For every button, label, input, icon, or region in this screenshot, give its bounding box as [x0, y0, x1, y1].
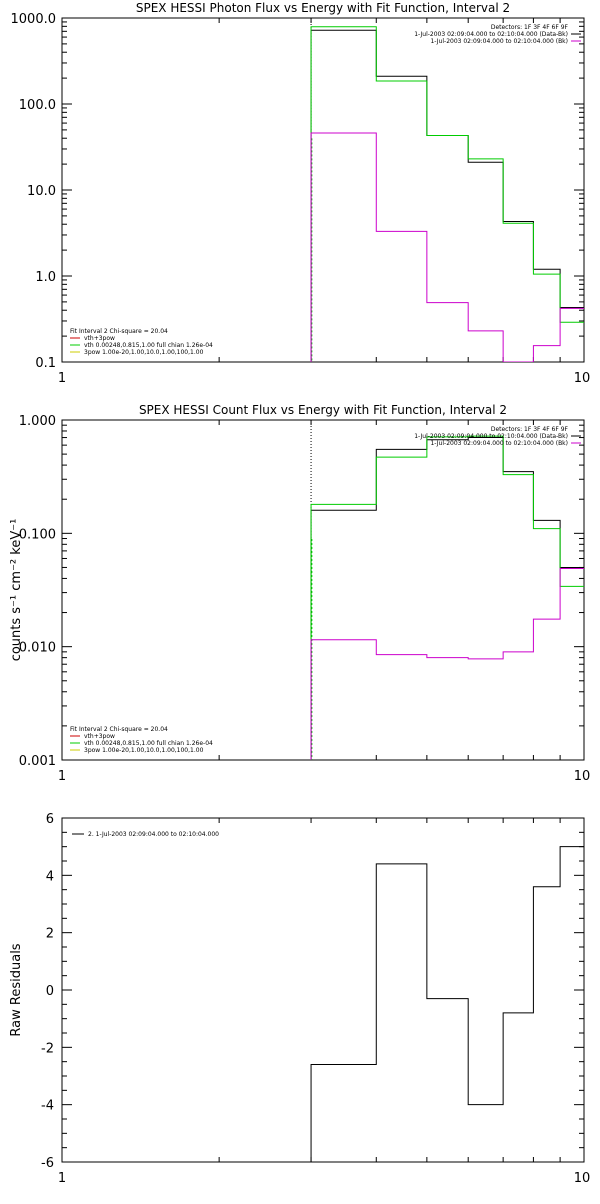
- y-tick-label: 1000.0: [11, 12, 57, 27]
- x-tick-label: 1: [58, 769, 66, 784]
- data-layer: [310, 846, 584, 1162]
- y-tick-label: 0.010: [19, 641, 56, 656]
- chart-panel-2: SPEX HESSI Count Flux vs Energy with Fit…: [9, 403, 590, 784]
- legend-entry: 1-Jul-2003 02:09:04.000 to 02:10:04.000 …: [414, 31, 568, 38]
- legend-entry: vth 0.00248,0.815,1.00 full chian 1.26e-…: [84, 342, 213, 349]
- y-tick-label: 1.000: [19, 414, 56, 429]
- legend-entry: 3pow 1.00e-20,1.00,10.0,1.00,100,1.00: [84, 747, 204, 754]
- y-tick-label: 0.100: [19, 527, 56, 542]
- y-tick-label: 4: [46, 869, 54, 884]
- y-tick-label: -4: [41, 1099, 54, 1114]
- data-layer: [310, 420, 584, 760]
- legend-entry: 1-Jul-2003 02:09:04.000 to 02:10:04.000 …: [414, 433, 568, 440]
- data-series-2: [310, 26, 584, 362]
- y-tick-label: 2: [46, 927, 54, 942]
- x-tick-label: 1: [58, 1171, 66, 1186]
- y-tick-label: 1.0: [35, 270, 56, 285]
- x-tick-label: 10: [574, 769, 591, 784]
- chart-panel-1: SPEX HESSI Photon Flux vs Energy with Fi…: [11, 1, 591, 386]
- fit-info: Fit Interval 2 Chi-square = 20.04: [70, 726, 168, 733]
- legend-entry: Detectors: 1F 3F 4F 6F 9F: [491, 426, 569, 433]
- y-tick-label: 100.0: [19, 98, 56, 113]
- chart-panel-3: 1 10 -6 -4 -2 0 2 4 6 Raw Residuals 2. 1-Jul-2003 …: [9, 812, 590, 1186]
- legend-entry: 2. 1-Jul-2003 02:09:04.000 to 02:10:04.0…: [88, 831, 219, 838]
- y-tick-label: 0.001: [19, 754, 56, 769]
- x-tick-label: 10: [574, 371, 591, 386]
- legend-entry: vth+3pow: [84, 733, 115, 740]
- data-series-1: [310, 29, 584, 362]
- data-series-1: [310, 846, 584, 1162]
- data-layer: [310, 18, 584, 362]
- chart-title: SPEX HESSI Count Flux vs Energy with Fit…: [139, 403, 507, 417]
- y-axis-label: counts s⁻¹ cm⁻² keV⁻¹: [9, 519, 24, 662]
- y-tick-label: 0: [46, 984, 54, 999]
- legend-entry: Detectors: 1F 3F 4F 6F 9F: [491, 24, 569, 31]
- fit-info: Fit Interval 2 Chi-square = 20.04: [70, 328, 168, 335]
- x-tick-label: 10: [574, 1171, 591, 1186]
- data-series-3: [310, 132, 584, 362]
- legend-entry: 1-Jul-2003 02:09:04.000 to 02:10:04.000 …: [430, 440, 568, 447]
- y-tick-label: -6: [41, 1156, 54, 1171]
- y-tick-label: 6: [46, 812, 54, 827]
- plot-frame: [61, 419, 585, 761]
- legend-entry: vth 0.00248,0.815,1.00 full chian 1.26e-…: [84, 740, 213, 747]
- legend-entry: 3pow 1.00e-20,1.00,10.0,1.00,100,1.00: [84, 349, 204, 356]
- y-tick-label: -2: [41, 1041, 54, 1056]
- y-axis-label: Raw Residuals: [9, 943, 24, 1036]
- chart-title: SPEX HESSI Photon Flux vs Energy with Fi…: [136, 1, 510, 15]
- data-series-3: [310, 567, 584, 760]
- data-series-1: [310, 437, 584, 760]
- legend-entry: vth+3pow: [84, 335, 115, 342]
- data-series-2: [310, 435, 584, 760]
- y-tick-label: 10.0: [27, 184, 56, 199]
- x-tick-label: 1: [58, 371, 66, 386]
- plot-frame: [61, 817, 585, 1163]
- plot-frame: [61, 17, 585, 363]
- legend-entry: 1-Jul-2003 02:09:04.000 to 02:10:04.000 …: [430, 38, 568, 45]
- y-tick-label: 0.1: [35, 356, 56, 371]
